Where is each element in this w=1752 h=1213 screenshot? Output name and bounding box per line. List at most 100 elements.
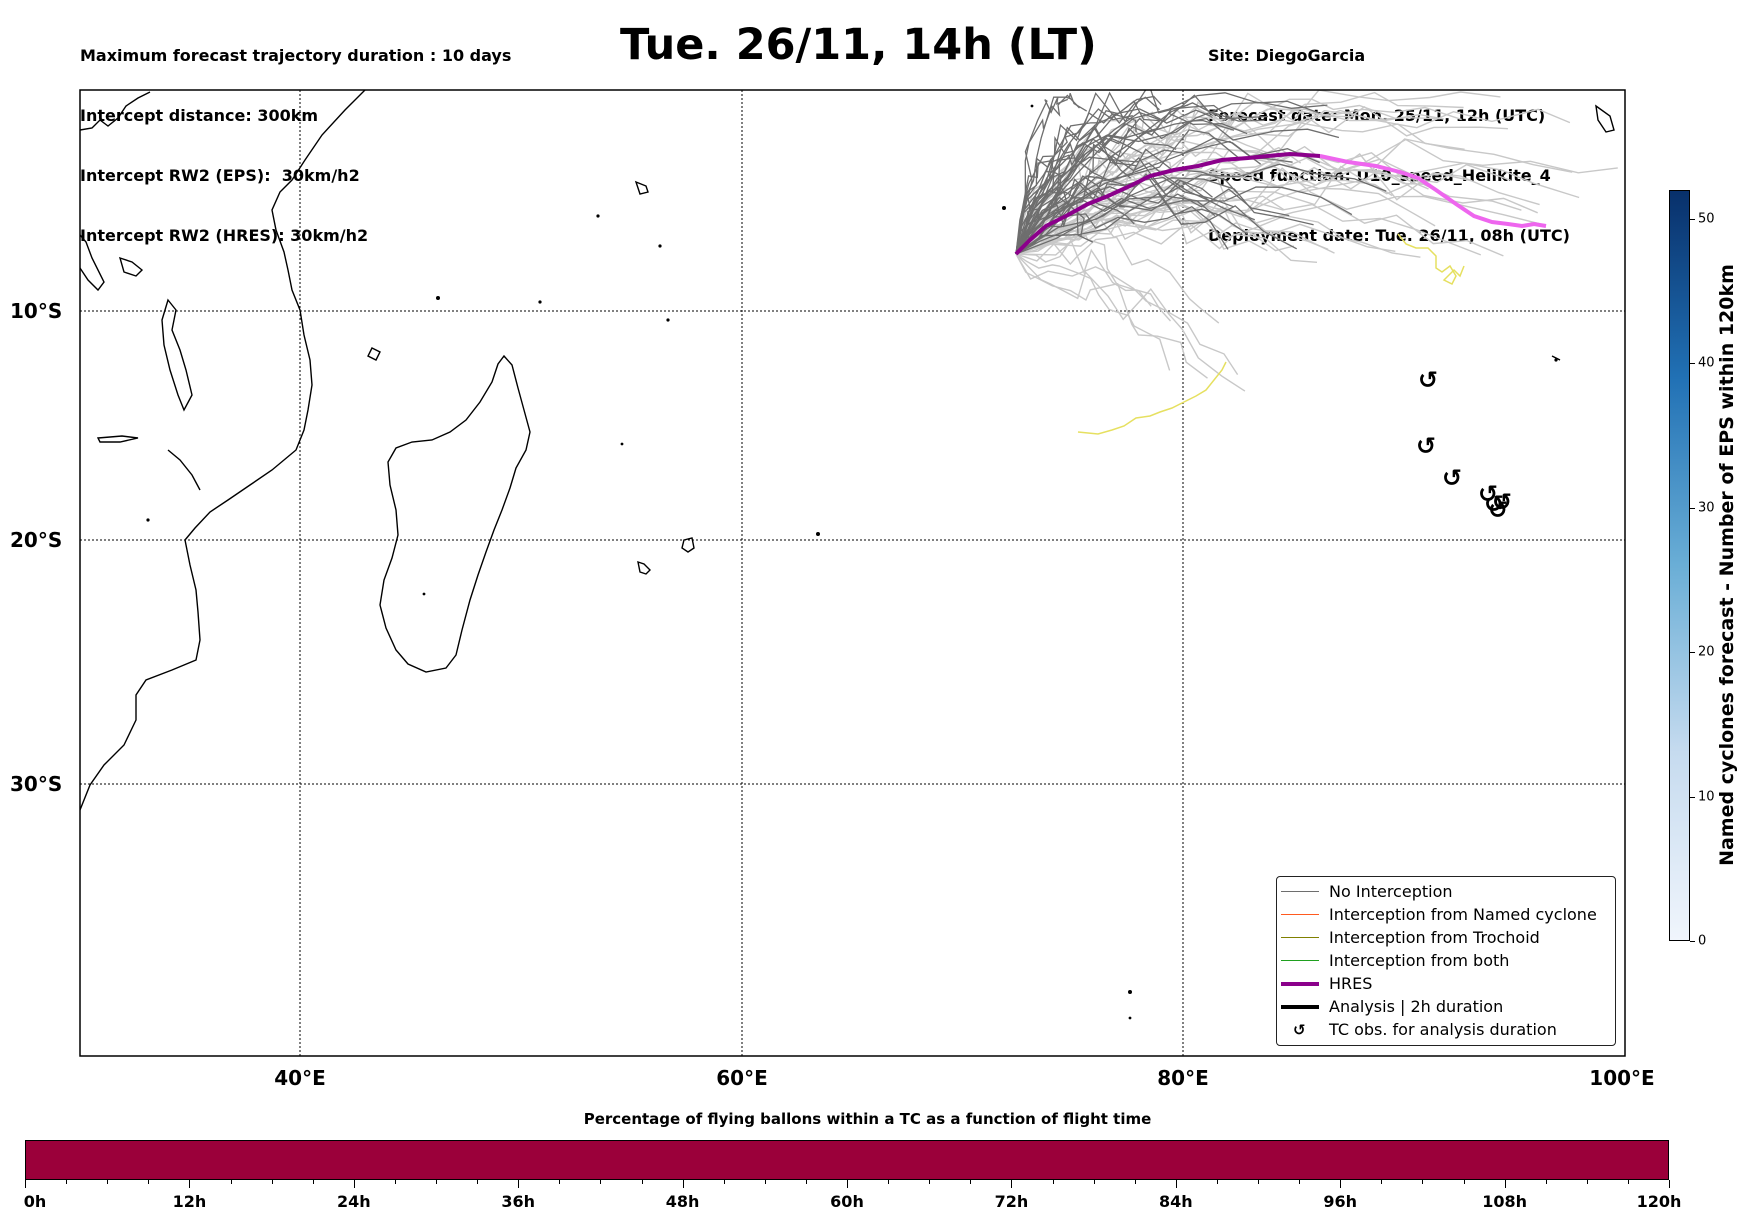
island-dot (658, 244, 662, 248)
island-dot (1128, 990, 1132, 994)
trajectory (1015, 236, 1220, 324)
flight-time-tick (641, 1180, 643, 1184)
map-content: ↺↺↺↺↺↺↺ (80, 90, 1625, 1056)
flight-time-tick (1422, 1180, 1424, 1184)
trajectory (1015, 253, 1246, 392)
colorbar-tick-label: 30 (1698, 500, 1715, 516)
trajectory (1015, 169, 1285, 255)
legend-label-both: Interception from both (1329, 951, 1510, 970)
info-intercept-distance: Intercept distance: 300km (80, 106, 319, 125)
legend-swatch-named-cyclone (1281, 914, 1319, 915)
flight-time-tick (764, 1180, 766, 1184)
flight-time-tick-label: 96h (1323, 1192, 1358, 1211)
flight-time-tick-label: 24h (336, 1192, 371, 1211)
flight-time-tick (230, 1180, 232, 1184)
madagascar-coast (379, 354, 531, 673)
info-deployment-date: Deployment date: Tue. 26/11, 08h (UTC) (1208, 226, 1570, 245)
flight-time-tick (1299, 1180, 1301, 1184)
trajectory (1015, 211, 1318, 263)
colorbar-tick-label: 20 (1698, 644, 1715, 660)
trajectory (1015, 253, 1171, 371)
colorbar-tick (1690, 796, 1695, 798)
flight-time-tick (1669, 1180, 1670, 1188)
colorbar-tick (1690, 363, 1695, 365)
cyclone-icon: ↺ (1442, 464, 1462, 492)
lon-label-100: 100°E (1589, 1066, 1654, 1090)
lat-label-10: 10°S (10, 299, 62, 323)
map-frame (79, 89, 1626, 1057)
flight-time-tick (805, 1180, 807, 1184)
reunion (681, 537, 695, 553)
flight-time-tick (66, 1180, 68, 1184)
island-east-small (1551, 355, 1561, 361)
colorbar-tick-label: 50 (1698, 211, 1715, 227)
flight-time-tick (436, 1180, 437, 1184)
flight-time-tick (1545, 1180, 1547, 1184)
flight-time-ticks: 0h 12h 24h 36h 48h 60h 72h 84h 96h 108h 120h (23, 1180, 1681, 1211)
northeast-island (1595, 104, 1615, 133)
trajectory (1015, 157, 1213, 255)
flight-time-tick (559, 1180, 561, 1184)
yellow-tracks (1077, 233, 1465, 435)
small-islands (146, 104, 1558, 1020)
colorbar-tick-label: 40 (1698, 355, 1715, 371)
info-max-duration: Maximum forecast trajectory duration : 1… (80, 46, 512, 65)
island-4 (96, 435, 139, 443)
legend-row-named-cyclone: Interception from Named cyclone (1277, 904, 1615, 926)
trajectory (1015, 177, 1314, 255)
legend-label-trochoid: Interception from Trochoid (1329, 928, 1540, 947)
flight-time-tick-label: 12h (172, 1192, 207, 1211)
graticule (80, 90, 1625, 1056)
info-site: Site: DiegoGarcia (1208, 46, 1366, 65)
page-title: Tue. 26/11, 14h (LT) (620, 20, 1097, 70)
flight-time-tick (1463, 1180, 1465, 1184)
axis-labels: 40°E 60°E 80°E 100°E 10°S 20°S 30°S (10, 299, 1655, 1090)
flight-time-tick (1381, 1180, 1383, 1184)
trajectory (1015, 153, 1473, 255)
flight-time-tick-label: 60h (830, 1192, 864, 1211)
trajectory (1015, 174, 1216, 255)
colorbar-tick-label: 0 (1698, 933, 1707, 949)
comoros (367, 347, 381, 361)
legend-row-hres: HRES (1277, 973, 1615, 995)
flight-time-tick (1340, 1180, 1342, 1188)
lon-label-80: 80°E (1157, 1066, 1209, 1090)
trajectory (1015, 112, 1137, 255)
flight-time-tick (1052, 1180, 1054, 1184)
colorbar (1669, 190, 1690, 941)
cyclone-icon: ↺ (1484, 490, 1504, 518)
colorbar-tick (1690, 652, 1695, 654)
flight-time-tick (148, 1180, 150, 1184)
trajectory (1015, 104, 1234, 255)
africa-coast (80, 90, 366, 811)
flight-time-tick (682, 1180, 684, 1188)
trajectory (1015, 135, 1099, 255)
flight-time-tick-label: 72h (994, 1192, 1029, 1211)
colorbar-tick (1690, 218, 1695, 220)
flight-time-tick (970, 1180, 972, 1184)
colorbar-label: Named cyclones forecast - Number of EPS … (1716, 264, 1738, 866)
trajectory (1015, 163, 1387, 255)
trajectory (1015, 138, 1618, 255)
legend-swatch-hres (1281, 982, 1319, 986)
flight-time-tick (25, 1180, 26, 1188)
lat-label-20: 20°S (10, 528, 62, 552)
island-1 (80, 234, 105, 292)
legend-label-no-interception: No Interception (1329, 882, 1453, 901)
trajectory (1015, 96, 1069, 255)
island-dot (596, 214, 600, 218)
island-dot (666, 318, 670, 322)
flight-time-tick-label: 0h (23, 1192, 47, 1211)
flight-time-tick-label: 36h (501, 1192, 536, 1211)
cyclone-icon: ↺ (1488, 496, 1508, 524)
legend-label-analysis: Analysis | 2h duration (1329, 997, 1504, 1016)
colorbar-tick (1690, 507, 1695, 509)
trajectory (1015, 92, 1320, 255)
trajectory (1015, 173, 1248, 255)
trajectory (1015, 102, 1269, 255)
trajectory (1015, 238, 1172, 322)
tc-observations: ↺↺↺↺↺↺↺ (1416, 366, 1512, 524)
legend-label-tc-obs: TC obs. for analysis duration (1329, 1020, 1557, 1039)
cyclone-icon: ↺ (1416, 432, 1436, 460)
flight-time-tick (1258, 1180, 1259, 1184)
